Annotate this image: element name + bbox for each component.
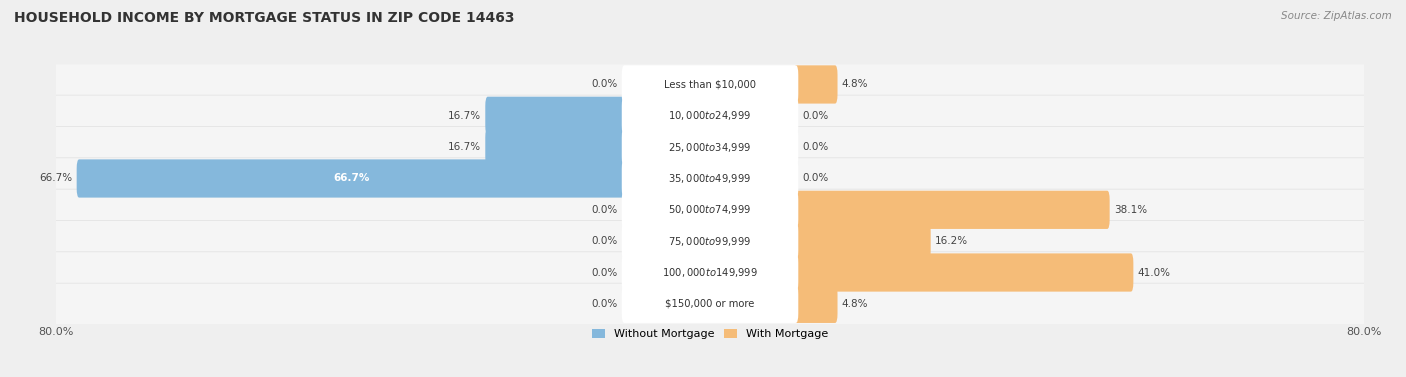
FancyBboxPatch shape (793, 253, 1133, 292)
FancyBboxPatch shape (793, 191, 1109, 229)
Text: 41.0%: 41.0% (1137, 268, 1170, 277)
FancyBboxPatch shape (793, 222, 931, 260)
Text: $10,000 to $24,999: $10,000 to $24,999 (668, 109, 752, 122)
FancyBboxPatch shape (53, 95, 1367, 136)
FancyBboxPatch shape (793, 65, 838, 104)
Text: $150,000 or more: $150,000 or more (665, 299, 755, 309)
Text: 0.0%: 0.0% (592, 299, 617, 309)
Text: 0.0%: 0.0% (592, 236, 617, 246)
Text: 0.0%: 0.0% (592, 80, 617, 89)
FancyBboxPatch shape (621, 222, 799, 260)
Text: 0.0%: 0.0% (592, 205, 617, 215)
Text: $100,000 to $149,999: $100,000 to $149,999 (662, 266, 758, 279)
FancyBboxPatch shape (53, 126, 1367, 168)
FancyBboxPatch shape (621, 65, 799, 104)
Text: 4.8%: 4.8% (842, 299, 868, 309)
FancyBboxPatch shape (621, 97, 799, 135)
Text: 16.7%: 16.7% (449, 111, 481, 121)
Text: 4.8%: 4.8% (842, 80, 868, 89)
Text: $25,000 to $34,999: $25,000 to $34,999 (668, 141, 752, 154)
Legend: Without Mortgage, With Mortgage: Without Mortgage, With Mortgage (592, 329, 828, 339)
Text: $50,000 to $74,999: $50,000 to $74,999 (668, 203, 752, 216)
Text: 16.2%: 16.2% (935, 236, 967, 246)
Text: Source: ZipAtlas.com: Source: ZipAtlas.com (1281, 11, 1392, 21)
FancyBboxPatch shape (53, 64, 1367, 105)
Text: 38.1%: 38.1% (1114, 205, 1147, 215)
FancyBboxPatch shape (53, 283, 1367, 325)
Text: Less than $10,000: Less than $10,000 (664, 80, 756, 89)
FancyBboxPatch shape (53, 189, 1367, 230)
FancyBboxPatch shape (53, 252, 1367, 293)
Text: 0.0%: 0.0% (803, 142, 828, 152)
Text: HOUSEHOLD INCOME BY MORTGAGE STATUS IN ZIP CODE 14463: HOUSEHOLD INCOME BY MORTGAGE STATUS IN Z… (14, 11, 515, 25)
FancyBboxPatch shape (485, 128, 627, 166)
FancyBboxPatch shape (53, 221, 1367, 262)
FancyBboxPatch shape (77, 159, 627, 198)
Text: 66.7%: 66.7% (39, 173, 73, 184)
Text: $35,000 to $49,999: $35,000 to $49,999 (668, 172, 752, 185)
Text: $75,000 to $99,999: $75,000 to $99,999 (668, 234, 752, 248)
Text: 0.0%: 0.0% (803, 111, 828, 121)
FancyBboxPatch shape (53, 158, 1367, 199)
Text: 66.7%: 66.7% (333, 173, 370, 184)
FancyBboxPatch shape (793, 285, 838, 323)
Text: 16.7%: 16.7% (449, 142, 481, 152)
Text: 0.0%: 0.0% (592, 268, 617, 277)
Text: 0.0%: 0.0% (803, 173, 828, 184)
FancyBboxPatch shape (621, 285, 799, 323)
FancyBboxPatch shape (621, 159, 799, 198)
FancyBboxPatch shape (621, 191, 799, 229)
FancyBboxPatch shape (621, 128, 799, 166)
FancyBboxPatch shape (621, 253, 799, 292)
FancyBboxPatch shape (485, 97, 627, 135)
